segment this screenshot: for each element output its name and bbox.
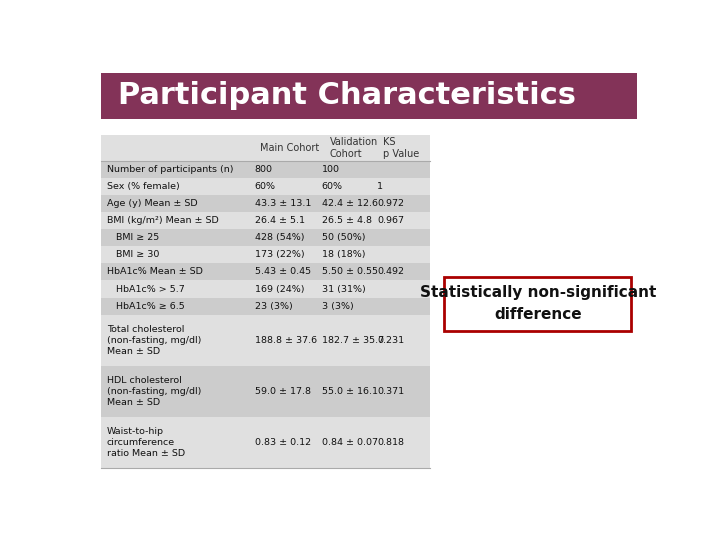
Text: 0.967: 0.967 (377, 217, 405, 225)
Text: 59.0 ± 17.8: 59.0 ± 17.8 (255, 387, 310, 396)
Text: 0.371: 0.371 (377, 387, 405, 396)
FancyBboxPatch shape (101, 195, 431, 212)
Text: 0.231: 0.231 (377, 336, 405, 345)
Text: 23 (3%): 23 (3%) (255, 301, 292, 310)
FancyBboxPatch shape (101, 161, 431, 178)
FancyBboxPatch shape (101, 366, 431, 417)
Text: Sex (% female): Sex (% female) (107, 182, 179, 191)
Text: HbA1c% Mean ± SD: HbA1c% Mean ± SD (107, 267, 202, 276)
Text: 173 (22%): 173 (22%) (255, 251, 305, 259)
Text: 43.3 ± 13.1: 43.3 ± 13.1 (255, 199, 311, 208)
Text: 0.972: 0.972 (377, 199, 405, 208)
Text: Age (y) Mean ± SD: Age (y) Mean ± SD (107, 199, 197, 208)
Text: Waist-to-hip
circumference
ratio Mean ± SD: Waist-to-hip circumference ratio Mean ± … (107, 427, 185, 458)
Text: 3 (3%): 3 (3%) (322, 301, 354, 310)
Text: 800: 800 (255, 165, 273, 174)
Text: 26.5 ± 4.8: 26.5 ± 4.8 (322, 217, 372, 225)
Text: HDL cholesterol
(non-fasting, mg/dl)
Mean ± SD: HDL cholesterol (non-fasting, mg/dl) Mea… (107, 376, 201, 407)
Text: BMI ≥ 25: BMI ≥ 25 (107, 233, 159, 242)
Text: 169 (24%): 169 (24%) (255, 285, 304, 294)
FancyBboxPatch shape (101, 230, 431, 246)
Text: 55.0 ± 16.1: 55.0 ± 16.1 (322, 387, 377, 396)
Text: Validation
Cohort: Validation Cohort (330, 137, 378, 159)
Text: 1: 1 (377, 182, 383, 191)
Text: 31 (31%): 31 (31%) (322, 285, 365, 294)
FancyBboxPatch shape (444, 277, 631, 331)
Text: Participant Characteristics: Participant Characteristics (118, 82, 576, 111)
Text: 0.83 ± 0.12: 0.83 ± 0.12 (255, 438, 311, 447)
Text: Number of participants (n): Number of participants (n) (107, 165, 233, 174)
Text: 60%: 60% (255, 182, 276, 191)
Text: 18 (18%): 18 (18%) (322, 251, 365, 259)
Text: 26.4 ± 5.1: 26.4 ± 5.1 (255, 217, 305, 225)
Text: BMI ≥ 30: BMI ≥ 30 (107, 251, 159, 259)
Text: KS
p Value: KS p Value (383, 137, 419, 159)
Text: 50 (50%): 50 (50%) (322, 233, 365, 242)
Text: 5.43 ± 0.45: 5.43 ± 0.45 (255, 267, 311, 276)
Text: 0.492: 0.492 (377, 267, 405, 276)
Text: Statistically non-significant
difference: Statistically non-significant difference (420, 285, 656, 322)
Text: 60%: 60% (322, 182, 343, 191)
Text: Total cholesterol
(non-fasting, mg/dl)
Mean ± SD: Total cholesterol (non-fasting, mg/dl) M… (107, 325, 201, 356)
Text: BMI (kg/m²) Mean ± SD: BMI (kg/m²) Mean ± SD (107, 217, 218, 225)
Text: 5.50 ± 0.55: 5.50 ± 0.55 (322, 267, 377, 276)
FancyBboxPatch shape (101, 264, 431, 280)
FancyBboxPatch shape (101, 73, 637, 119)
Text: 428 (54%): 428 (54%) (255, 233, 304, 242)
Text: 182.7 ± 35.7: 182.7 ± 35.7 (322, 336, 384, 345)
Text: HbA1c% > 5.7: HbA1c% > 5.7 (107, 285, 184, 294)
Text: HbA1c% ≥ 6.5: HbA1c% ≥ 6.5 (107, 301, 184, 310)
Text: 0.84 ± 0.07: 0.84 ± 0.07 (322, 438, 377, 447)
Text: Main Cohort: Main Cohort (260, 143, 320, 153)
Text: 0.818: 0.818 (377, 438, 405, 447)
Text: 188.8 ± 37.6: 188.8 ± 37.6 (255, 336, 317, 345)
FancyBboxPatch shape (101, 136, 431, 468)
Text: 42.4 ± 12.6: 42.4 ± 12.6 (322, 199, 377, 208)
Text: 100: 100 (322, 165, 340, 174)
FancyBboxPatch shape (101, 298, 431, 315)
